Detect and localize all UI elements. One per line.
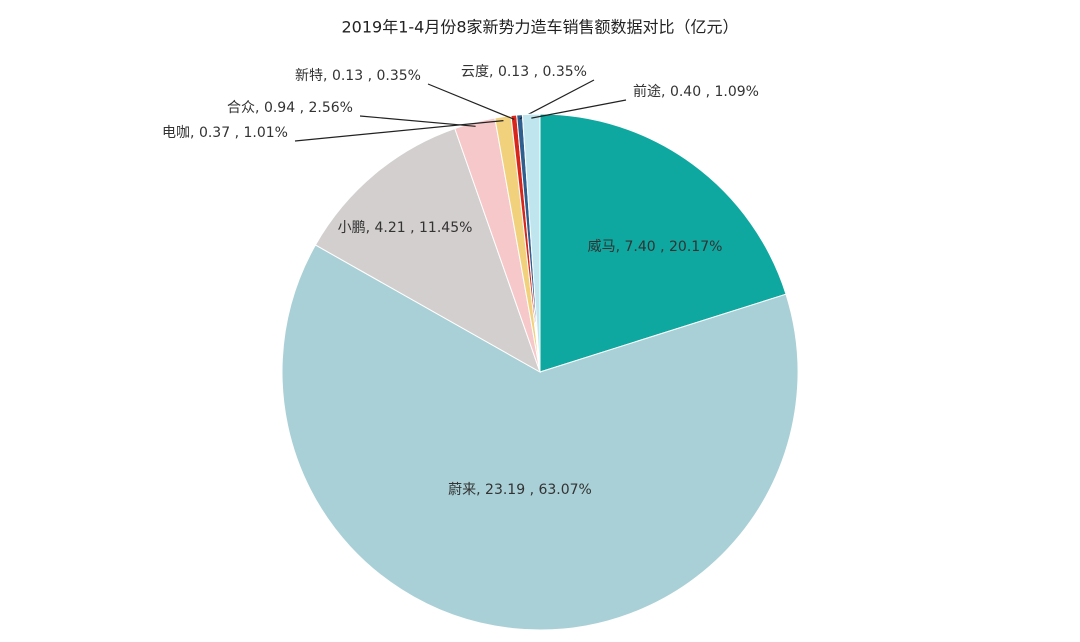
data-label: 小鹏, 4.21 , 11.45% [338,220,473,236]
data-label: 电咖, 0.37 , 1.01% [162,125,288,141]
leader-line [531,99,627,119]
pie-slice [521,113,541,373]
data-label: 威马, 7.40 , 20.17% [588,239,723,255]
pie-slice [314,127,541,374]
pie-slice [539,113,787,373]
chart-title: 2019年1-4月份8家新势力造车销售额数据对比（亿元） [341,18,738,37]
data-label: 合众, 0.94 , 2.56% [227,100,353,116]
leader-line [359,115,476,127]
data-label: 云度, 0.13 , 0.35% [461,64,587,80]
data-label: 前途, 0.40 , 1.09% [633,83,759,100]
data-label: 新特, 0.13 , 0.35% [295,68,421,84]
data-label: 蔚来, 23.19 , 63.07% [448,482,592,498]
leader-line [427,83,515,120]
leader-line [294,120,504,142]
pie-slice [281,244,799,631]
leader-line [519,79,595,120]
